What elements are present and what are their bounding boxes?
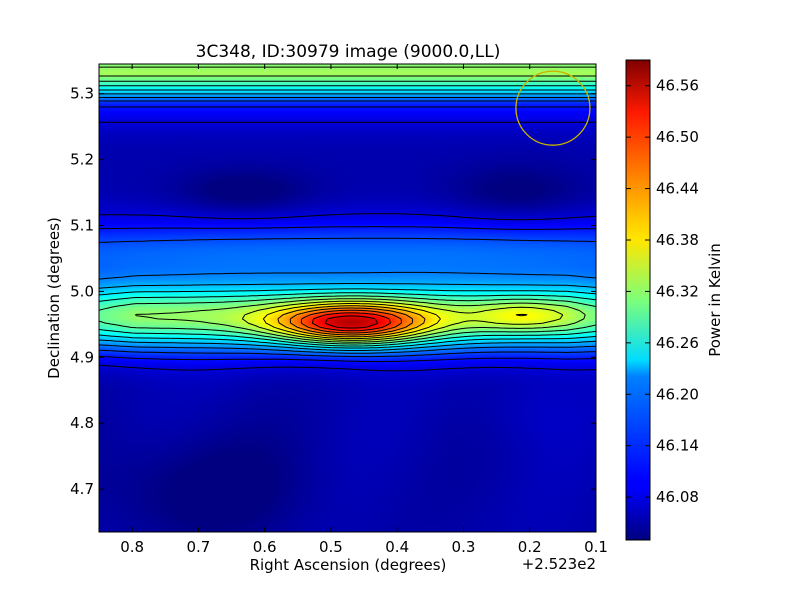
contour-line [99,89,596,349]
contour-line [324,315,379,329]
contour-line [277,305,426,338]
colorbar-tick-label: 46.56 [656,77,699,95]
contour-lines [99,66,596,372]
contour-line [99,85,596,347]
colorbar-tick-label: 46.14 [656,437,699,455]
x-tick-label: 0.2 [518,538,542,556]
x-tick-label: 0.5 [319,538,343,556]
x-axis-offset: +2.523e2 [522,555,596,573]
y-tick-label: 5.0 [70,282,94,300]
colorbar-tick-label: 46.32 [656,282,699,300]
colorbar-label: Power in Kelvin [706,243,724,357]
colorbar-tick-label: 46.44 [656,180,699,198]
colorbar [625,59,651,541]
chart-title: 3C348, ID:30979 image (9000.0,LL) [196,42,501,62]
x-tick-label: 0.4 [385,538,409,556]
contour-line [262,303,528,340]
y-tick-label: 4.9 [70,348,94,366]
y-tick-label: 5.2 [70,151,94,169]
contour-line [99,106,596,363]
colorbar-tick-label: 46.26 [656,334,699,352]
contour-line [99,97,596,354]
colorbar-tick-label: 46.38 [656,231,699,249]
heatmap-image [99,64,596,532]
x-tick-label: 0.8 [120,538,144,556]
x-tick-label: 0.6 [253,538,277,556]
beam-marker [515,70,591,146]
contour-line [300,309,402,334]
contour-line [289,307,414,336]
y-axis-label: Declination (degrees) [45,217,63,379]
x-axis-label: Right Ascension (degrees) [250,556,447,574]
colorbar-tick-label: 46.50 [656,128,699,146]
x-tick-label: 0.7 [186,538,210,556]
y-tick-label: 4.7 [70,480,94,498]
colorbar-tick-label: 46.08 [656,488,699,506]
x-axis-ticks: 0.8 0.7 0.6 0.5 0.4 0.3 0.2 0.1 [120,64,608,556]
colorbar-ticks: 46.08 46.14 46.20 46.26 46.32 46.38 46.44 46.50… [626,77,699,506]
contour-line [311,312,391,332]
contour-line [99,121,596,372]
x-tick-label: 0.1 [584,538,608,556]
contour-line [99,66,596,343]
plot-area [99,64,596,532]
contour-line [99,80,596,345]
colorbar-tick-label: 46.20 [656,385,699,403]
y-tick-label: 4.8 [70,414,94,432]
y-tick-label: 5.1 [70,216,94,234]
y-tick-label: 5.3 [70,85,94,103]
contour-line [241,300,564,341]
y-axis-ticks: 4.7 4.8 4.9 5.0 5.1 5.2 5.3 [70,85,596,498]
x-tick-label: 0.3 [452,538,476,556]
contour-line [99,100,596,358]
plot-frame [98,63,597,533]
